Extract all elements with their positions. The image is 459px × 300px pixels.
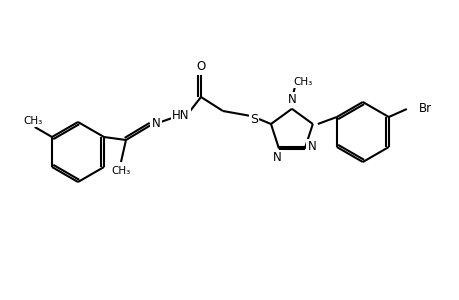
Text: N: N [287, 93, 296, 106]
Text: HN: HN [172, 109, 189, 122]
Text: N: N [307, 140, 315, 153]
Text: CH₃: CH₃ [23, 116, 42, 126]
Text: N: N [272, 151, 281, 164]
Text: CH₃: CH₃ [111, 166, 130, 176]
Text: O: O [196, 59, 205, 73]
Text: Br: Br [418, 101, 431, 115]
Text: S: S [249, 112, 257, 125]
Text: CH₃: CH₃ [293, 77, 312, 87]
Text: N: N [151, 116, 160, 130]
